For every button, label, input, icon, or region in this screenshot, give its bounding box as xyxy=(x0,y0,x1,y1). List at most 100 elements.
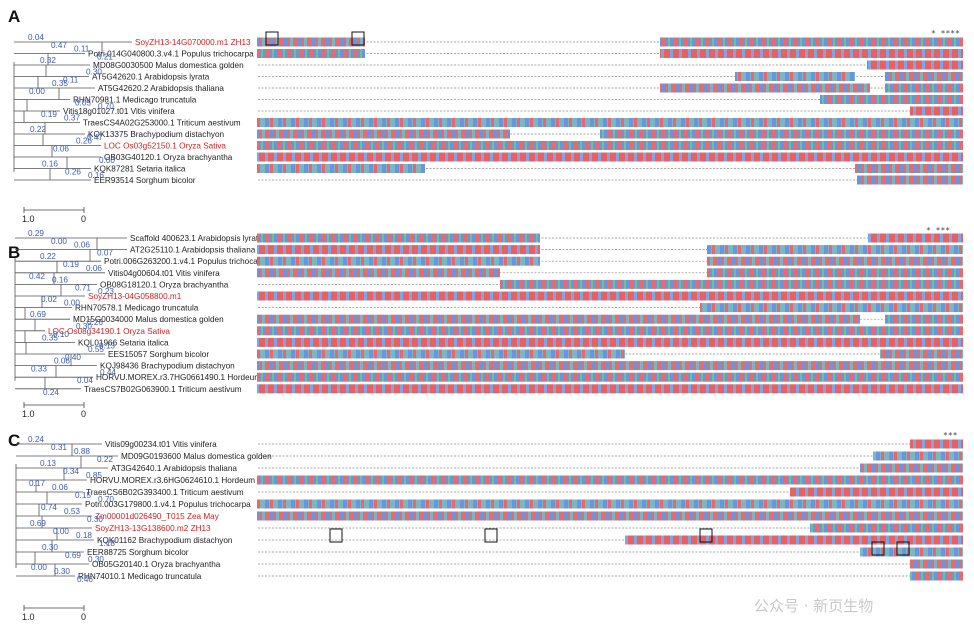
taxon-label: MD09G0193600 Malus domestica golden xyxy=(121,452,272,461)
sequence-block xyxy=(257,349,625,359)
taxon-label: Vitis09g00234.t01 Vitis vinifera xyxy=(105,440,217,449)
branch-length-value: 0.06 xyxy=(54,357,70,366)
alignment-row xyxy=(258,523,963,533)
sequence-block xyxy=(257,152,963,162)
taxon-label: RHN70981.1 Medicago truncatula xyxy=(73,96,197,105)
branch-length-value: 0.22 xyxy=(40,252,56,261)
scale-bar-left-label: 1.0 xyxy=(22,214,35,224)
sequence-block xyxy=(885,314,963,324)
taxon-label: KQK01162 Brachypodium distachyon xyxy=(97,536,233,545)
alignment-row xyxy=(258,547,963,557)
taxon-label: AT2G25110.1 Arabidopsis thaliana xyxy=(130,246,256,255)
branch-length-value: 0.00 xyxy=(99,156,115,165)
sequence-block xyxy=(860,547,963,557)
branch-length-value: 0.33 xyxy=(31,365,47,374)
branch-length-value: 0.19 xyxy=(63,260,79,269)
panel-label-a: A xyxy=(8,7,20,26)
highlighted-residue-box xyxy=(351,31,365,46)
sequence-block xyxy=(660,37,963,47)
taxon-label: TraesCS7B02G063900.1 Triticum aestivum xyxy=(84,385,242,394)
alignment-row xyxy=(257,129,963,139)
alignment-row xyxy=(257,361,963,371)
branch-length-value: 0.04 xyxy=(28,33,44,42)
alignment-row xyxy=(258,83,963,93)
branch-length-value: 0.29 xyxy=(28,229,44,238)
scale-bar-right-label: 0 xyxy=(81,409,86,419)
taxon-label: KQJ98436 Brachypodium distachyon xyxy=(100,362,235,371)
taxon-label: KQK87281 Setaria italica xyxy=(94,165,186,174)
sequence-block xyxy=(660,49,963,58)
alignment-row xyxy=(257,141,963,150)
branch-length-value: 0.74 xyxy=(41,503,57,512)
taxon-label: MD08G0030500 Malus domestica golden xyxy=(93,61,244,70)
branch-length-value: 0.13 xyxy=(40,459,56,468)
taxon-label: OB03G40120.1 Oryza brachyantha xyxy=(104,153,233,162)
alignment-row xyxy=(258,72,963,81)
branch-length-value: 0.34 xyxy=(63,467,79,476)
branch-length-value: 0.11 xyxy=(63,76,79,85)
taxon-label: RHN74010.1 Medicago truncatula xyxy=(78,572,202,581)
branch-length-value: 0.18 xyxy=(76,531,92,540)
alignment-row xyxy=(258,106,963,116)
taxon-label: AT5G42620.1 Arabidopsis lyrata xyxy=(92,73,210,82)
branch-length-value: 0.30 xyxy=(86,68,102,77)
branch-length-value: 0.69 xyxy=(65,551,81,560)
branch-length-value: 0.30 xyxy=(88,555,104,564)
sequence-block xyxy=(257,372,963,382)
alignment-row xyxy=(257,152,963,162)
branch-length-value: 0.10 xyxy=(53,330,69,339)
sequence-block xyxy=(257,337,963,347)
alignment-row xyxy=(257,256,963,266)
branch-length-value: 0.22 xyxy=(97,455,113,464)
alignment-row xyxy=(258,95,963,104)
taxon-label: TraesCS6B02G393400.1 Triticum aestivum xyxy=(86,488,244,497)
sequence-block xyxy=(880,349,963,359)
sequence-block xyxy=(257,49,365,58)
taxon-label: Potri.014G040800.3.v4.1 Populus trichoca… xyxy=(88,50,254,59)
branch-length-value: 0.31 xyxy=(51,443,67,452)
sequence-block xyxy=(600,129,963,139)
taxon-label: HORVU.MOREX.r3.7HG0661490.1 Hordeum vulg… xyxy=(96,373,291,382)
sequence-block xyxy=(257,475,963,485)
scale-bar: 1.0 0 xyxy=(22,207,86,224)
scale-bar-left-label: 1.0 xyxy=(22,409,35,419)
sequence-block xyxy=(257,129,510,139)
branch-length-value: 0.16 xyxy=(42,160,58,169)
alignment-row xyxy=(257,326,963,336)
highlighted-residue-box xyxy=(484,528,498,543)
taxon-label: OB08G18120.1 Oryza brachyantha xyxy=(100,280,229,289)
sequence-block xyxy=(860,463,963,473)
taxon-label: TraesCS4A02G253000.1 Triticum aestivum xyxy=(83,119,241,128)
sequence-block xyxy=(873,451,963,461)
sequence-block xyxy=(257,164,425,173)
branch-length-value: 0.00 xyxy=(51,237,67,246)
tree-panel-a: SoyZH13-14G070000.m1 ZH13 Potri.014G04080… xyxy=(13,33,254,185)
conservation-marks: * **** xyxy=(931,29,960,38)
sequence-block xyxy=(707,245,963,255)
branch-length-value: 0.85 xyxy=(86,471,102,480)
alignment-row xyxy=(257,268,963,278)
branch-length-value: 0.55 xyxy=(88,345,104,354)
alignment-row xyxy=(258,451,963,461)
sequence-block xyxy=(257,118,963,127)
alignment-row xyxy=(257,511,963,521)
taxon-label: Potri.003G179800.1.v4.1 Populus trichoca… xyxy=(85,500,251,509)
sequence-block xyxy=(257,245,540,255)
sequence-block xyxy=(257,291,963,301)
branch-length-value: 0.47 xyxy=(87,133,103,142)
alignment-row xyxy=(258,175,963,185)
taxon-label: AT3G42640.1 Arabidopsis thaliana xyxy=(111,464,237,473)
branch-length-value: 0.05 xyxy=(75,99,91,108)
branch-length-value: 0.35 xyxy=(42,333,58,342)
taxon-label: KQK13375 Brachypodium distachyon xyxy=(88,130,225,139)
scale-bar-right-label: 0 xyxy=(81,612,86,622)
sequence-block xyxy=(257,511,963,521)
branch-length-value: 0.70 xyxy=(98,102,114,111)
branch-length-value: 0.30 xyxy=(87,515,103,524)
scale-bar: 1.0 0 xyxy=(22,605,86,622)
alignment-row xyxy=(257,164,963,173)
branch-length-value: 0.69 xyxy=(30,519,46,528)
taxon-label: AT5G42620.2 Arabidopsis thaliana xyxy=(98,84,224,93)
sequence-block xyxy=(257,256,540,266)
taxon-label: EER88725 Sorghum bicolor xyxy=(87,548,189,557)
